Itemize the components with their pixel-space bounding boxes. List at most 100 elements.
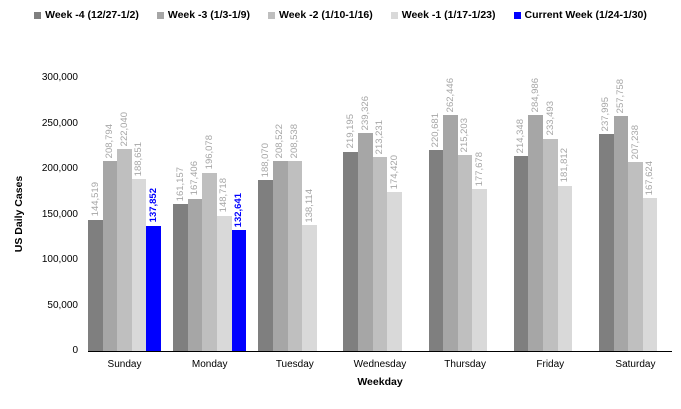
- bar-value-label: 132,641: [233, 192, 245, 228]
- legend-swatch-icon: [34, 11, 42, 19]
- bar: [613, 116, 629, 351]
- bar-slot: 137,852: [146, 78, 161, 351]
- bar-slot: 213,231: [372, 78, 388, 351]
- bar: [542, 138, 558, 351]
- chart-legend: Week -4 (12/27-1/2) Week -3 (1/3-1/9) Week…: [0, 9, 681, 21]
- bar-slot: 208,522: [272, 78, 288, 351]
- y-tick-label: 300,000: [41, 72, 78, 83]
- bar-slot: [402, 78, 417, 351]
- legend-label: Week -4 (12/27-1/2): [45, 9, 139, 21]
- bar-value-label: 188,651: [133, 141, 145, 177]
- bar-value-label: 262,446: [444, 78, 456, 113]
- bar-group: 144,519 208,794 222,040 188,651 137,852 Sunda…: [88, 78, 161, 370]
- bar-slot: 144,519: [88, 78, 103, 351]
- bar: [372, 156, 388, 351]
- bar-slot: 215,203: [457, 78, 473, 351]
- bar: [146, 225, 161, 351]
- bar-slot: 167,624: [642, 78, 658, 351]
- bar-value-label: 177,678: [473, 151, 485, 187]
- bar-slot: 167,406: [187, 78, 203, 351]
- bar: [443, 115, 458, 351]
- bar-slot: 138,114: [302, 78, 317, 351]
- legend-item: Week -1 (1/17-1/23): [390, 9, 496, 21]
- legend-item: Week -4 (12/27-1/2): [34, 9, 139, 21]
- bar-value-label: 215,203: [459, 117, 471, 153]
- bar-value-label: 219,195: [345, 114, 357, 149]
- bar-slot: [487, 78, 502, 351]
- x-tick-label: Wednesday: [353, 359, 407, 370]
- legend-item: Current Week (1/24-1/30): [513, 9, 647, 21]
- bar-slot: 148,718: [216, 78, 232, 351]
- bar-value-label: 208,538: [289, 123, 301, 159]
- bar-value-label: 237,995: [600, 97, 612, 132]
- bar-slot: [657, 78, 672, 351]
- bar-value-label: 161,157: [174, 167, 186, 202]
- legend-swatch-icon: [156, 11, 164, 19]
- bar: [528, 115, 543, 351]
- bar-group: 161,157 167,406 196,078 148,718 132,641 Monda…: [173, 78, 247, 370]
- y-tick-label: 250,000: [41, 117, 78, 129]
- x-tick-label: Monday: [191, 359, 228, 370]
- x-tick-label: Sunday: [107, 359, 142, 370]
- bar-value-label: 257,758: [615, 79, 627, 114]
- bar: [231, 230, 247, 351]
- bar-value-label: 222,040: [118, 111, 130, 146]
- bar: [216, 215, 232, 351]
- bar-slot: 220,681: [428, 78, 444, 351]
- bar: [131, 179, 147, 351]
- x-tick-label: Saturday: [615, 359, 656, 370]
- bar-slot: 219,195: [343, 78, 359, 351]
- bar-slot: 177,678: [472, 78, 487, 351]
- bar-slot: 284,986: [528, 78, 543, 351]
- bar-value-label: 284,986: [529, 78, 541, 113]
- bar-value-label: 208,794: [104, 123, 116, 158]
- bar: [387, 192, 402, 351]
- bar: [187, 198, 203, 351]
- bar: [642, 198, 658, 351]
- x-axis-title: Weekday: [357, 376, 403, 388]
- bar-value-label: 208,522: [274, 123, 286, 159]
- bar: [598, 134, 614, 351]
- bar-group: 220,681 262,446 215,203 177,678 Thursday: [428, 78, 502, 370]
- bar: [258, 179, 273, 351]
- bar-slot: 262,446: [443, 78, 458, 351]
- bar-slot: 188,070: [258, 78, 273, 351]
- bar: [102, 161, 118, 351]
- y-tick-label: 50,000: [47, 299, 78, 311]
- bar-value-label: 181,812: [559, 148, 571, 183]
- bar-value-label: 138,114: [303, 188, 315, 223]
- bar-slot: [317, 78, 332, 351]
- bar-slot: 257,758: [613, 78, 629, 351]
- bar: [173, 204, 188, 351]
- x-tick-label: Thursday: [444, 359, 486, 370]
- bar: [457, 155, 473, 351]
- bar-slot: 233,493: [542, 78, 558, 351]
- legend-swatch-icon: [267, 11, 275, 19]
- bar-slot: 196,078: [202, 78, 217, 351]
- bar: [343, 151, 359, 351]
- bar-slot: 237,995: [598, 78, 614, 351]
- legend-swatch-icon: [513, 11, 521, 19]
- bar-value-label: 214,348: [515, 118, 527, 153]
- bar: [272, 161, 288, 351]
- bar: [428, 150, 444, 351]
- bar-slot: 188,651: [131, 78, 147, 351]
- bar: [302, 225, 317, 351]
- bar: [358, 133, 373, 351]
- x-tick-label: Tuesday: [275, 359, 314, 370]
- legend-label: Week -3 (1/3-1/9): [167, 9, 250, 21]
- bar-value-label: 137,852: [147, 188, 159, 223]
- bar-value-label: 167,624: [644, 161, 656, 196]
- bar-group: 188,070 208,522 208,538 138,114 Tuesday: [258, 78, 332, 370]
- bar-value-label: 148,718: [218, 178, 230, 213]
- bar-slot: [572, 78, 587, 351]
- bar-value-label: 196,078: [203, 135, 215, 170]
- y-axis: 0 50,000 100,000 150,000 200,000 250,000 300,0…: [0, 0, 78, 409]
- bar-value-label: 239,326: [359, 95, 371, 131]
- legend-swatch-icon: [390, 11, 398, 19]
- bar: [88, 219, 103, 351]
- bar-slot: 214,348: [513, 78, 529, 351]
- bar-value-label: 207,238: [629, 125, 641, 160]
- bar-slot: 174,420: [387, 78, 402, 351]
- bar-value-label: 174,420: [388, 154, 400, 190]
